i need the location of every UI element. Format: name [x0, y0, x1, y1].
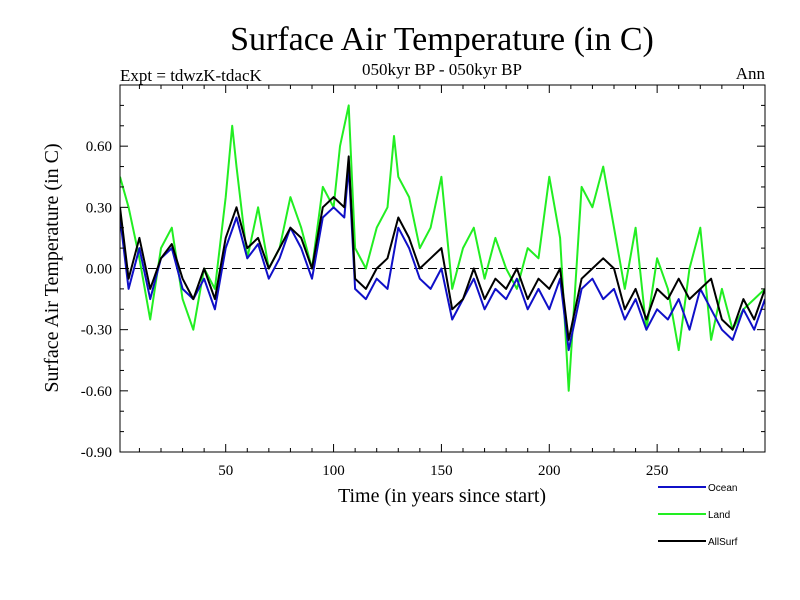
legend-label: Ocean [708, 483, 737, 494]
y-tick-label: -0.90 [81, 445, 112, 461]
chart-title: Surface Air Temperature (in C) [230, 21, 654, 58]
x-tick-label: 50 [218, 463, 233, 479]
legend-item-ocean: Ocean [658, 483, 737, 494]
axis-ticks [120, 85, 765, 452]
series-line-ocean [120, 165, 765, 352]
plot-area [119, 84, 766, 453]
x-tick-label: 100 [322, 463, 345, 479]
x-tick-label: 200 [538, 463, 561, 479]
x-tick-labels: 50 100 150 200 250 [218, 463, 668, 479]
y-tick-label: -0.60 [81, 384, 112, 400]
legend-item-land: Land [658, 510, 730, 521]
legend: Ocean Land AllSurf [658, 483, 738, 548]
chart-period: Ann [736, 64, 766, 83]
series-layer [120, 104, 765, 392]
legend-label: Land [708, 510, 730, 521]
x-tick-label: 150 [430, 463, 453, 479]
legend-item-allsurf: AllSurf [658, 537, 738, 548]
legend-label: AllSurf [708, 537, 738, 548]
series-line-allsurf [120, 155, 765, 341]
chart-experiment: Expt = tdwzK-tdacK [120, 66, 262, 85]
y-tick-label: 0.60 [86, 139, 112, 155]
y-axis-label: Surface Air Temperature (in C) [41, 143, 63, 392]
y-tick-label: 0.30 [86, 200, 112, 216]
y-tick-label: -0.30 [81, 323, 112, 339]
y-tick-label: 0.00 [86, 262, 112, 278]
x-axis-label: Time (in years since start) [338, 485, 546, 507]
series-line-land [120, 104, 765, 392]
y-tick-labels: -0.90 -0.60 -0.30 0.00 0.30 0.60 [81, 139, 112, 461]
chart-subtitle: 050kyr BP - 050kyr BP [362, 60, 522, 79]
x-tick-label: 250 [646, 463, 669, 479]
